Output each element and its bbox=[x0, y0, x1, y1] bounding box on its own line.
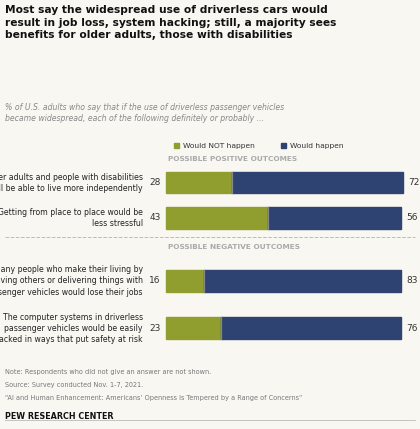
Text: Note: Respondents who did not give an answer are not shown.: Note: Respondents who did not give an an… bbox=[5, 369, 211, 375]
Bar bbox=[174, 143, 179, 148]
Text: Would happen: Would happen bbox=[290, 143, 344, 149]
Bar bbox=[232, 172, 404, 193]
Text: POSSIBLE POSITIVE OUTCOMES: POSSIBLE POSITIVE OUTCOMES bbox=[168, 156, 297, 162]
Text: 76: 76 bbox=[406, 324, 417, 332]
Text: 56: 56 bbox=[406, 214, 417, 222]
Text: 83: 83 bbox=[406, 277, 417, 285]
Text: Most say the widespread use of driverless cars would
result in job loss, system : Most say the widespread use of driverles… bbox=[5, 5, 336, 40]
Text: POSSIBLE NEGATIVE OUTCOMES: POSSIBLE NEGATIVE OUTCOMES bbox=[168, 244, 300, 250]
Text: 43: 43 bbox=[150, 214, 161, 222]
Bar bbox=[166, 317, 220, 339]
Text: The computer systems in driverless
passenger vehicles would be easily
hacked in : The computer systems in driverless passe… bbox=[0, 313, 143, 344]
Text: 16: 16 bbox=[150, 277, 161, 285]
Bar bbox=[268, 207, 401, 229]
Text: Older adults and people with disabilities
will be able to live more independentl: Older adults and people with disabilitie… bbox=[0, 173, 143, 193]
Text: “AI and Human Enhancement: Americans’ Openness Is Tempered by a Range of Concern: “AI and Human Enhancement: Americans’ Op… bbox=[5, 395, 302, 401]
Bar bbox=[204, 270, 401, 292]
Text: Many people who make their living by
driving others or delivering things with
pa: Many people who make their living by dri… bbox=[0, 266, 143, 296]
Text: Source: Survey conducted Nov. 1-7, 2021.: Source: Survey conducted Nov. 1-7, 2021. bbox=[5, 382, 143, 388]
Bar bbox=[166, 270, 204, 292]
Text: 28: 28 bbox=[150, 178, 161, 187]
Text: Getting from place to place would be
less stressful: Getting from place to place would be les… bbox=[0, 208, 143, 228]
Bar bbox=[166, 207, 268, 229]
Text: 72: 72 bbox=[409, 178, 420, 187]
Bar bbox=[220, 317, 401, 339]
Bar bbox=[166, 172, 232, 193]
Text: 23: 23 bbox=[150, 324, 161, 332]
Text: % of U.S. adults who say that if the use of driverless passenger vehicles
became: % of U.S. adults who say that if the use… bbox=[5, 103, 284, 124]
Text: PEW RESEARCH CENTER: PEW RESEARCH CENTER bbox=[5, 412, 113, 421]
Bar bbox=[281, 143, 286, 148]
Text: Would NOT happen: Would NOT happen bbox=[183, 143, 255, 149]
